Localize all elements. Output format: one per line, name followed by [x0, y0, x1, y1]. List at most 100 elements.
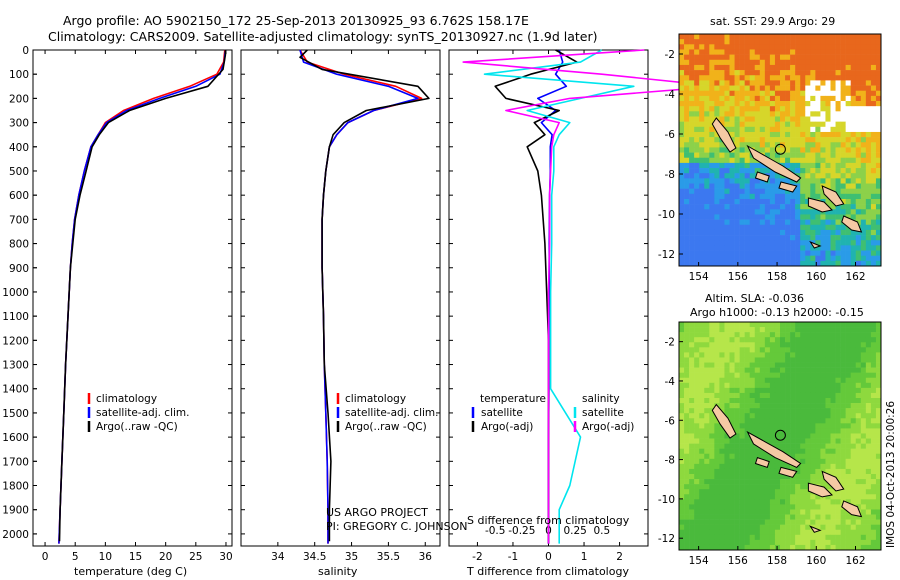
map-cell [744, 514, 750, 520]
map-cell [815, 539, 821, 546]
map-y-tick-label: -12 [658, 249, 675, 261]
map-cell [739, 529, 745, 536]
map-cell [830, 524, 836, 531]
map-cell [724, 514, 730, 520]
map-cell [815, 214, 821, 220]
map-cell [729, 39, 735, 45]
map-cell [795, 198, 801, 205]
map-cell [774, 357, 781, 363]
map-cell [870, 255, 877, 262]
island [778, 181, 798, 193]
map-cell [764, 428, 771, 434]
map-cell [805, 544, 811, 551]
map-cell [840, 484, 846, 490]
map-cell [825, 403, 831, 409]
depth-tick-label: 0 [22, 45, 29, 57]
map-cell [729, 357, 735, 363]
map-cell [764, 245, 771, 251]
argo-position-marker [774, 429, 786, 441]
map-cell [679, 448, 685, 455]
map-cell [679, 474, 685, 480]
map-cell [810, 209, 816, 215]
map-cell [699, 111, 705, 117]
map-cell [805, 357, 811, 363]
map-cell [850, 245, 857, 251]
map-cell [719, 168, 725, 174]
map-cell [810, 413, 816, 419]
map-cell [780, 39, 786, 45]
map-cell [684, 342, 690, 348]
map-cell [785, 413, 791, 419]
map-cell [744, 64, 750, 71]
map-cell [684, 489, 690, 495]
map-cell [714, 479, 720, 485]
map-cell [749, 413, 756, 419]
project-label: US ARGO PROJECT [326, 506, 428, 519]
map-cell [694, 106, 700, 112]
map-cell [835, 214, 841, 220]
map-cell [805, 168, 811, 174]
map-cell [714, 392, 720, 399]
map-cell [694, 463, 700, 470]
map-cell [769, 458, 776, 465]
map-cell [800, 433, 806, 439]
map-cell [840, 260, 846, 267]
map-cell [840, 322, 846, 328]
map-cell [724, 255, 730, 262]
map-cell [835, 39, 841, 45]
legend-header-salinity: salinity [582, 393, 620, 405]
map-cell [795, 137, 801, 143]
map-cell [810, 64, 816, 71]
map-cell [830, 95, 836, 102]
map-cell [724, 198, 730, 205]
map-cell [790, 463, 796, 470]
map-cell [850, 534, 857, 541]
map-cell [759, 235, 766, 241]
map-cell [785, 322, 791, 328]
map-cell [870, 229, 877, 236]
map-cell [855, 157, 862, 164]
map-cell [749, 408, 756, 414]
map-cell [704, 168, 710, 174]
map-cell [689, 392, 695, 399]
map-cell [734, 49, 740, 55]
map-cell [694, 214, 700, 220]
map-cell [795, 529, 801, 536]
map-cell [684, 458, 690, 465]
map-cell [780, 198, 786, 205]
map-cell [785, 443, 791, 449]
map-cell [825, 484, 831, 490]
map-cell [694, 34, 700, 40]
map-cell [830, 111, 836, 117]
map-cell [709, 398, 715, 404]
map-cell [774, 474, 781, 480]
map-cell [820, 70, 826, 76]
depth-tick-label: 1100 [2, 311, 29, 323]
map-cell [800, 142, 806, 148]
map-cell [840, 524, 846, 531]
legend-header-temperature: temperature [480, 393, 546, 405]
map-cell [754, 240, 761, 246]
map-cell [805, 423, 811, 429]
map-cell [835, 131, 841, 138]
map-cell [780, 504, 786, 510]
map-cell [689, 34, 695, 40]
map-cell [699, 509, 705, 515]
map-cell [875, 347, 882, 353]
map-cell [774, 235, 781, 241]
map-cell [870, 357, 877, 363]
map-cell [724, 443, 730, 449]
map-cell [870, 377, 877, 384]
map-cell [694, 524, 700, 531]
map-cell [810, 34, 816, 40]
map-cell [790, 131, 796, 138]
map-cell [699, 367, 705, 373]
map-cell [754, 54, 761, 61]
map-cell [780, 413, 786, 419]
map-cell [780, 219, 786, 226]
map-cell [805, 183, 811, 189]
map-cell [870, 219, 877, 226]
map-cell [679, 494, 685, 500]
map-cell [785, 152, 791, 159]
map-cell [704, 44, 710, 50]
